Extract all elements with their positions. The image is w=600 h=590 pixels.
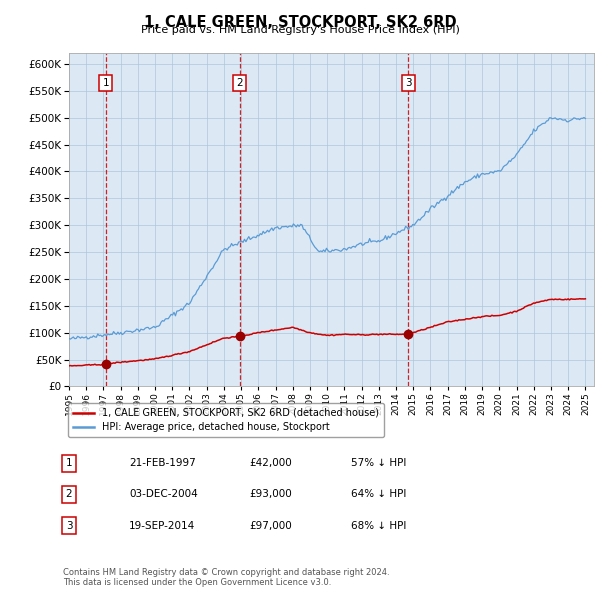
Text: 2: 2 bbox=[65, 490, 73, 499]
Text: 3: 3 bbox=[405, 78, 412, 88]
Text: 2: 2 bbox=[236, 78, 243, 88]
Text: 57% ↓ HPI: 57% ↓ HPI bbox=[351, 458, 406, 468]
Legend: 1, CALE GREEN, STOCKPORT, SK2 6RD (detached house), HPI: Average price, detached: 1, CALE GREEN, STOCKPORT, SK2 6RD (detac… bbox=[68, 403, 384, 437]
Text: £93,000: £93,000 bbox=[249, 490, 292, 499]
Text: 3: 3 bbox=[65, 521, 73, 530]
Text: Price paid vs. HM Land Registry's House Price Index (HPI): Price paid vs. HM Land Registry's House … bbox=[140, 25, 460, 35]
Text: 19-SEP-2014: 19-SEP-2014 bbox=[129, 521, 195, 530]
Text: 21-FEB-1997: 21-FEB-1997 bbox=[129, 458, 196, 468]
Text: 1, CALE GREEN, STOCKPORT, SK2 6RD: 1, CALE GREEN, STOCKPORT, SK2 6RD bbox=[143, 15, 457, 30]
Text: 1: 1 bbox=[103, 78, 109, 88]
Text: 68% ↓ HPI: 68% ↓ HPI bbox=[351, 521, 406, 530]
Text: 64% ↓ HPI: 64% ↓ HPI bbox=[351, 490, 406, 499]
Text: 1: 1 bbox=[65, 458, 73, 468]
Text: 03-DEC-2004: 03-DEC-2004 bbox=[129, 490, 198, 499]
Text: £42,000: £42,000 bbox=[249, 458, 292, 468]
Text: £97,000: £97,000 bbox=[249, 521, 292, 530]
Text: Contains HM Land Registry data © Crown copyright and database right 2024.
This d: Contains HM Land Registry data © Crown c… bbox=[63, 568, 389, 587]
